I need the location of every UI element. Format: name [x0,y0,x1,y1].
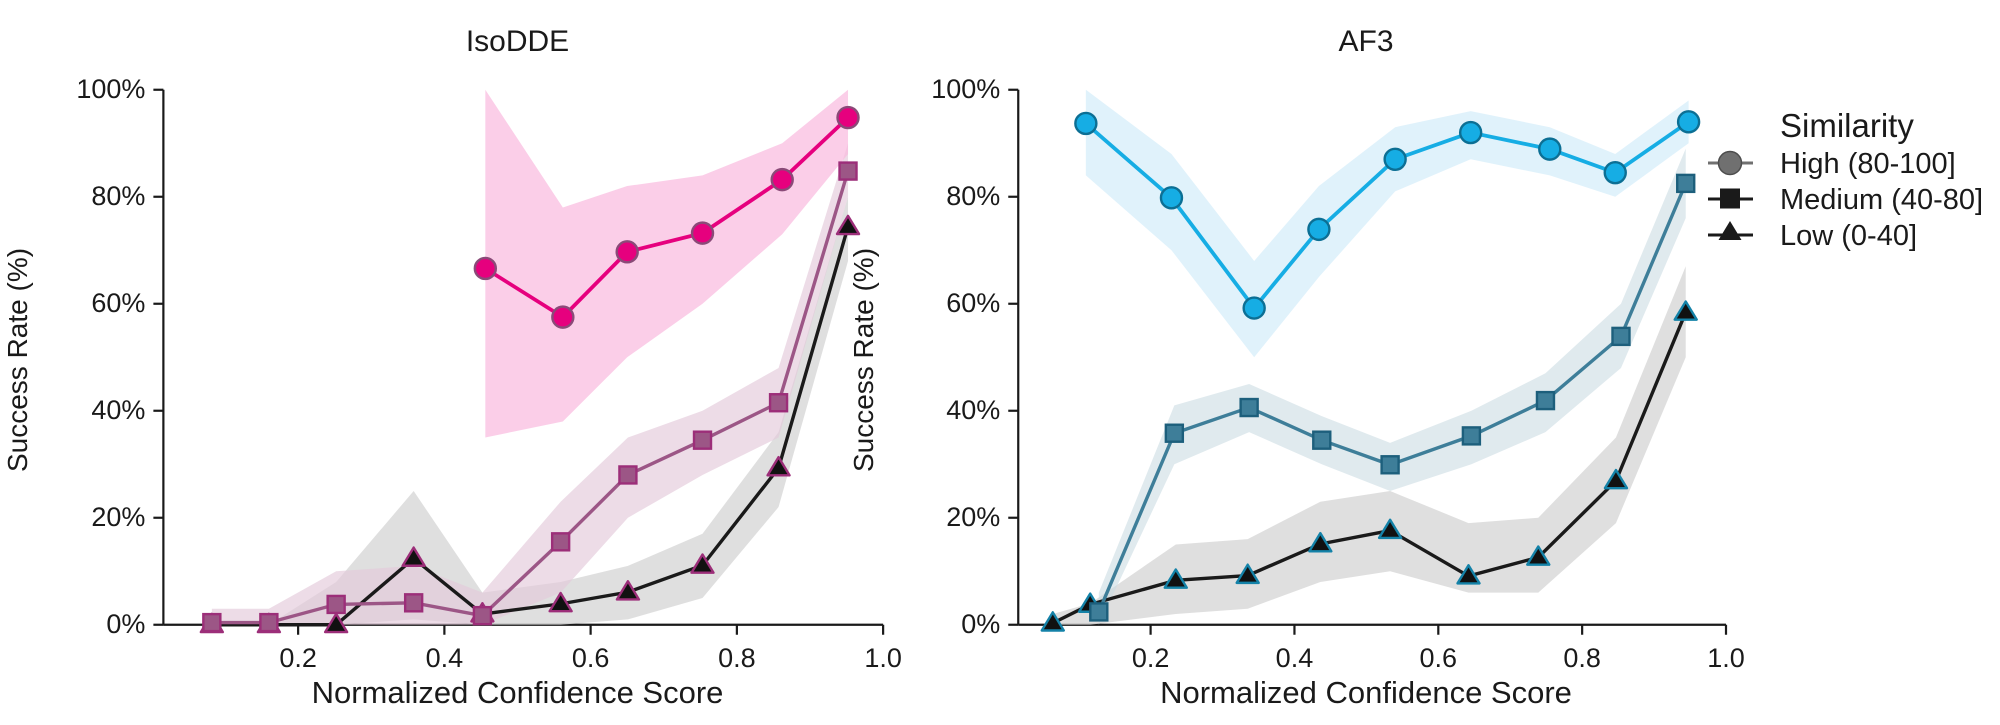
svg-text:0.2: 0.2 [279,643,317,673]
svg-text:0.6: 0.6 [572,643,610,673]
svg-text:0.4: 0.4 [426,643,464,673]
svg-text:0%: 0% [961,609,1000,639]
svg-text:AF3: AF3 [1338,25,1393,58]
svg-text:20%: 20% [91,502,145,532]
svg-text:Medium (40-80]: Medium (40-80] [1780,184,1983,216]
svg-text:0.8: 0.8 [1563,643,1601,673]
svg-text:1.0: 1.0 [864,643,902,673]
svg-text:0.2: 0.2 [1132,643,1170,673]
svg-text:80%: 80% [91,181,145,211]
svg-text:Low (0-40]: Low (0-40] [1780,220,1917,252]
svg-text:100%: 100% [76,74,145,104]
svg-text:40%: 40% [91,395,145,425]
svg-text:0.8: 0.8 [718,643,756,673]
svg-text:IsoDDE: IsoDDE [466,25,569,58]
svg-text:1.0: 1.0 [1707,643,1745,673]
svg-text:Success Rate (%): Success Rate (%) [2,248,33,472]
svg-text:80%: 80% [946,181,1000,211]
svg-text:100%: 100% [931,74,1000,104]
svg-text:High (80-100]: High (80-100] [1780,148,1956,180]
svg-text:40%: 40% [946,395,1000,425]
svg-text:0.4: 0.4 [1276,643,1314,673]
svg-text:0.6: 0.6 [1420,643,1458,673]
svg-text:60%: 60% [91,288,145,318]
svg-text:60%: 60% [946,288,1000,318]
svg-text:0%: 0% [106,609,145,639]
svg-text:Normalized Confidence Score: Normalized Confidence Score [312,675,724,710]
svg-text:Success Rate (%): Success Rate (%) [848,248,879,472]
svg-text:20%: 20% [946,502,1000,532]
svg-text:Normalized Confidence Score: Normalized Confidence Score [1160,675,1572,710]
svg-text:Similarity: Similarity [1780,107,1914,144]
